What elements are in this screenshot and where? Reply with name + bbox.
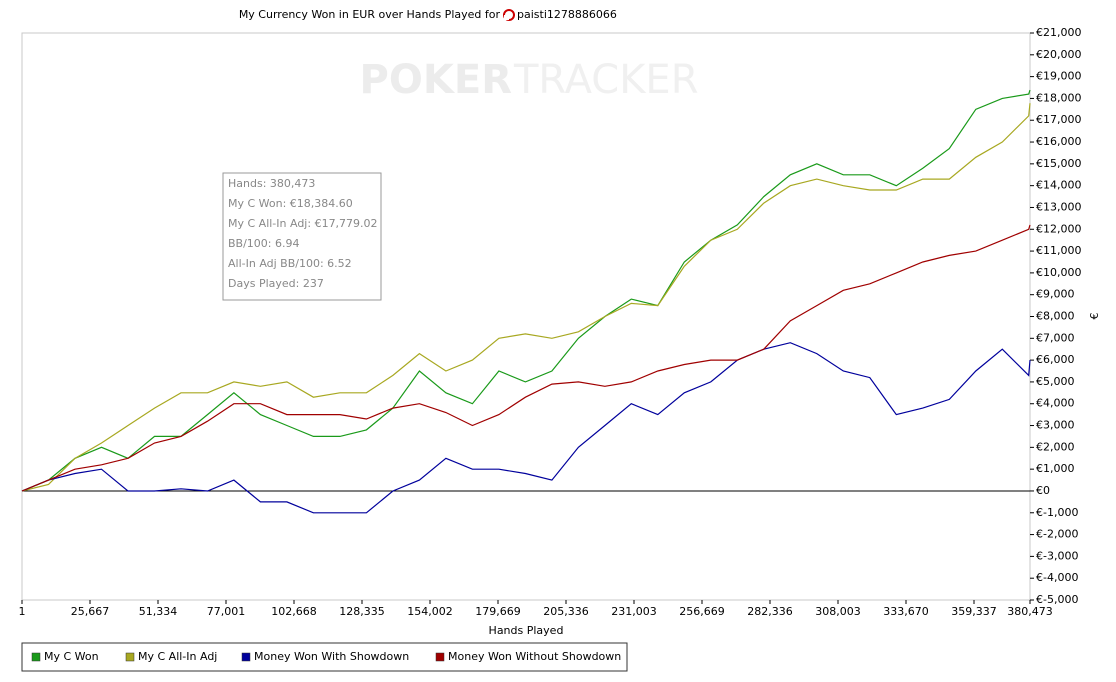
y-tick-label: €-2,000 (1036, 528, 1078, 541)
y-tick-label: €-4,000 (1036, 571, 1078, 584)
legend-label: My C All-In Adj (138, 650, 217, 663)
watermark: TRACKER (513, 57, 699, 103)
tooltip-line: BB/100: 6.94 (228, 237, 300, 250)
y-tick-label: €17,000 (1036, 113, 1082, 126)
x-tick-label: 1 (19, 605, 26, 618)
legend-swatch (435, 652, 445, 662)
y-tick-label: €1,000 (1036, 462, 1075, 475)
tooltip-line: Days Played: 237 (228, 277, 324, 290)
series-line (21, 342, 1031, 514)
y-tick-label: €8,000 (1036, 310, 1075, 323)
legend-label: Money Won Without Showdown (448, 650, 621, 663)
tooltip-line: Hands: 380,473 (228, 177, 315, 190)
x-tick-label: 359,337 (951, 605, 997, 618)
tooltip-line: My C Won: €18,384.60 (228, 197, 353, 210)
x-tick-label: 128,335 (339, 605, 385, 618)
y-tick-label: €12,000 (1036, 222, 1082, 235)
y-tick-label: €0 (1036, 484, 1050, 497)
series-line (21, 224, 1031, 492)
x-tick-label: 380,473 (1007, 605, 1053, 618)
y-tick-label: €9,000 (1036, 288, 1075, 301)
legend-swatch (31, 652, 41, 662)
x-tick-label: 102,668 (271, 605, 317, 618)
y-tick-label: €4,000 (1036, 397, 1075, 410)
y-tick-label: €11,000 (1036, 244, 1082, 257)
y-tick-label: €2,000 (1036, 440, 1075, 453)
x-tick-label: 77,001 (207, 605, 246, 618)
tooltip: Hands: 380,473 My C Won: €18,384.60 My C A… (222, 172, 382, 301)
y-tick-label: €13,000 (1036, 200, 1082, 213)
y-tick-label: €10,000 (1036, 266, 1082, 279)
x-tick-label: 308,003 (815, 605, 861, 618)
x-tick-label: 154,002 (407, 605, 453, 618)
y-tick-label: €5,000 (1036, 375, 1075, 388)
x-tick-label: 205,336 (543, 605, 589, 618)
x-tick-label: 256,669 (679, 605, 725, 618)
y-tick-label: €14,000 (1036, 179, 1082, 192)
y-tick-label: €18,000 (1036, 91, 1082, 104)
x-tick-label: 25,667 (71, 605, 110, 618)
x-tick-label: 231,003 (611, 605, 657, 618)
x-tick-label: 333,670 (883, 605, 929, 618)
series-line (21, 89, 1031, 492)
y-tick-label: €20,000 (1036, 48, 1082, 61)
y-tick-label: €16,000 (1036, 135, 1082, 148)
y-tick-label: €6,000 (1036, 353, 1075, 366)
y-tick-label: €-5,000 (1036, 593, 1078, 606)
y-tick-label: €-3,000 (1036, 549, 1078, 562)
plot-area (21, 32, 1031, 601)
tooltip-line: My C All-In Adj: €17,779.02 (228, 217, 378, 230)
x-axis-label: Hands Played (489, 624, 564, 637)
y-tick-label: €19,000 (1036, 70, 1082, 83)
y-tick-label: €3,000 (1036, 419, 1075, 432)
legend-swatch (125, 652, 135, 662)
x-tick-label: 282,336 (747, 605, 793, 618)
y-tick-label: €7,000 (1036, 331, 1075, 344)
legend-label: Money Won With Showdown (254, 650, 409, 663)
series-line (21, 103, 1031, 492)
y-tick-label: €15,000 (1036, 157, 1082, 170)
chart-title: My Currency Won in EUR over Hands Played… (239, 8, 501, 21)
player-name: paisti1278886066 (517, 8, 617, 21)
player-icon (503, 9, 515, 21)
legend (21, 642, 628, 672)
y-tick-label: €-1,000 (1036, 506, 1078, 519)
x-tick-label: 179,669 (475, 605, 521, 618)
tooltip-line: All-In Adj BB/100: 6.52 (228, 257, 352, 270)
legend-swatch (241, 652, 251, 662)
legend-label: My C Won (44, 650, 99, 663)
watermark: POKER (360, 57, 512, 103)
x-tick-label: 51,334 (139, 605, 178, 618)
y-axis-label: € (1088, 313, 1101, 320)
y-tick-label: €21,000 (1036, 26, 1082, 39)
